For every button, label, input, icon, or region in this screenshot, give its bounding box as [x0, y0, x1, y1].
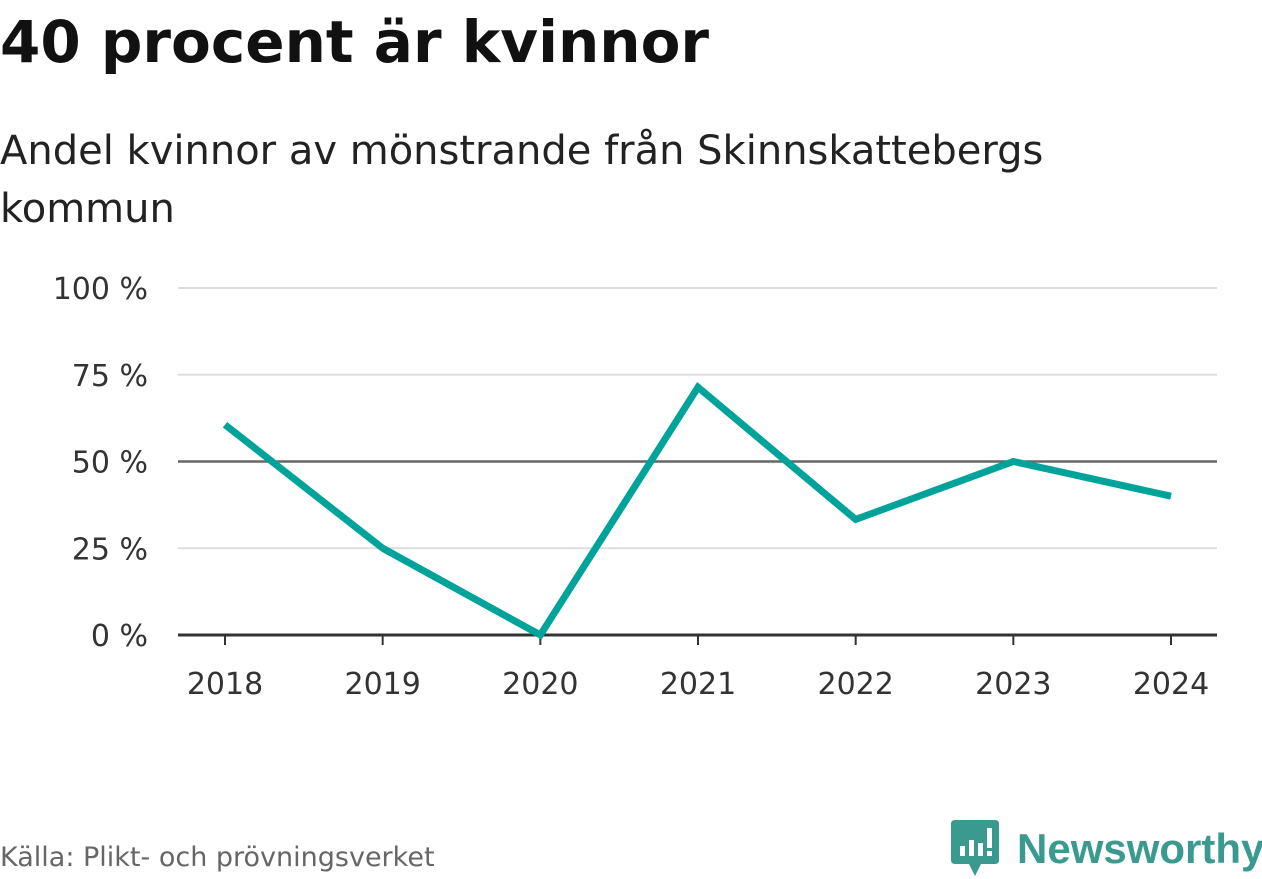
x-tick-label: 2020 — [502, 667, 578, 702]
series-line — [222, 381, 1172, 640]
chart-subtitle: Andel kvinnor av mönstrande från Skinnsk… — [0, 128, 1044, 232]
logo-text: Newsworthy — [1017, 825, 1262, 872]
x-tick-label: 2024 — [1133, 667, 1209, 702]
y-tick-label: 100 % — [53, 272, 148, 307]
y-tick-label: 25 % — [72, 532, 148, 567]
source-note: Källa: Plikt- och prövningsverket — [0, 842, 435, 873]
newsworthy-logo-icon — [951, 820, 999, 876]
x-tick-label: 2018 — [187, 667, 263, 702]
y-tick-label: 0 % — [91, 619, 148, 654]
newsworthy-logo: Newsworthy — [951, 820, 1262, 878]
chart-title: 40 procent är kvinnor — [0, 8, 710, 76]
y-tick-label: 75 % — [72, 359, 148, 394]
x-tick-label: 2021 — [660, 667, 736, 702]
x-tick-label: 2023 — [975, 667, 1051, 702]
x-tick-label: 2022 — [817, 667, 893, 702]
y-tick-label: 50 % — [72, 446, 148, 481]
x-tick-label: 2019 — [344, 667, 420, 702]
